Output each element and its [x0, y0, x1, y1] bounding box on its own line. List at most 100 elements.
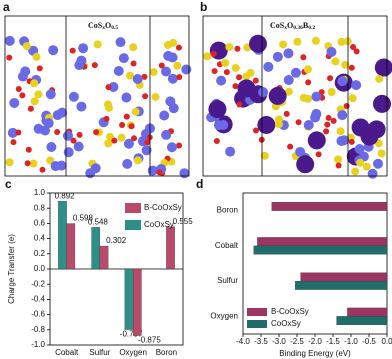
atom — [36, 65, 43, 72]
bar — [347, 307, 388, 317]
atom — [54, 129, 61, 136]
atom — [90, 163, 101, 174]
atom — [350, 44, 357, 51]
panel-label: c — [5, 177, 12, 191]
atom — [323, 128, 330, 135]
atom — [15, 85, 22, 92]
atom — [19, 92, 26, 99]
atom — [163, 40, 172, 49]
bar — [58, 201, 67, 270]
atom — [221, 58, 230, 67]
panel-label: d — [196, 177, 203, 191]
atom — [149, 68, 158, 77]
atom — [156, 169, 163, 176]
atom — [108, 81, 119, 92]
legend-swatch — [125, 203, 141, 213]
atom — [133, 156, 142, 165]
legend-swatch — [247, 320, 267, 328]
y-tick-label: 1.0 — [34, 188, 46, 197]
bar — [295, 280, 388, 290]
atom — [27, 105, 34, 112]
x-tick-label: -0.5 — [362, 337, 376, 346]
atom — [354, 144, 365, 155]
atom — [351, 80, 362, 91]
atom — [76, 101, 87, 112]
atom — [167, 73, 178, 84]
formula: CoSxO0.36B0.2 — [270, 21, 315, 31]
y-tick-label: 0.2 — [34, 249, 46, 258]
atom — [46, 141, 57, 152]
atom — [147, 165, 158, 176]
atom — [356, 158, 365, 167]
atom — [337, 110, 348, 121]
atom — [142, 93, 149, 100]
atom — [373, 94, 392, 113]
atom — [68, 91, 79, 102]
formula-text: CoS — [88, 21, 103, 30]
subscript: 0.2 — [308, 25, 315, 31]
atom — [337, 76, 348, 87]
atom — [373, 158, 384, 169]
atom — [231, 63, 240, 72]
atom — [324, 121, 331, 128]
atom — [161, 66, 172, 77]
atom — [76, 131, 83, 138]
atom — [10, 139, 17, 146]
atom — [123, 113, 130, 120]
atom — [103, 115, 110, 122]
atom — [330, 117, 337, 124]
bar — [99, 245, 109, 270]
atom — [4, 35, 15, 46]
atom — [236, 74, 243, 81]
y-tick-label: -0.6 — [31, 310, 45, 319]
formula: CoSxO0.5 — [88, 21, 118, 31]
atom — [48, 45, 59, 56]
atom — [168, 103, 179, 114]
atom — [246, 68, 255, 77]
atom — [131, 107, 140, 116]
atom — [257, 115, 276, 134]
atom — [131, 135, 138, 142]
y-tick-label: Oxygen — [210, 311, 238, 320]
bar — [166, 226, 175, 270]
atom — [9, 97, 20, 108]
legend-swatch — [247, 308, 267, 316]
atom — [377, 149, 386, 158]
atom — [125, 71, 134, 80]
cell-a — [4, 15, 190, 177]
atom — [158, 62, 165, 69]
y-tick-label: 0.0 — [34, 264, 46, 273]
y-tick-label: -0.8 — [31, 325, 45, 334]
atom — [236, 101, 243, 108]
atom — [22, 42, 31, 51]
atom — [6, 54, 13, 61]
atom — [374, 58, 392, 77]
atom — [43, 118, 54, 129]
x-tick-label: -4.0 — [236, 337, 250, 346]
atom — [93, 40, 102, 49]
y-tick-label: 0.8 — [34, 203, 46, 212]
atom — [232, 83, 239, 90]
atom — [293, 37, 302, 46]
atom — [209, 41, 228, 60]
atom — [348, 94, 357, 103]
value-label: 0.302 — [106, 236, 127, 245]
atom — [176, 142, 183, 149]
value-label: 0.548 — [88, 217, 109, 226]
atom — [39, 125, 50, 136]
atom — [334, 155, 343, 164]
atom — [73, 141, 84, 152]
atom — [166, 142, 177, 153]
atom — [283, 110, 290, 117]
formula-text: B — [303, 21, 309, 30]
atom — [234, 45, 241, 52]
atom — [129, 43, 138, 52]
atom — [336, 127, 345, 136]
atom — [315, 151, 322, 158]
bar — [336, 316, 388, 325]
atom — [341, 60, 350, 69]
atom — [343, 102, 350, 109]
cell-b — [202, 15, 388, 177]
atom — [225, 42, 234, 51]
atom — [130, 60, 137, 67]
